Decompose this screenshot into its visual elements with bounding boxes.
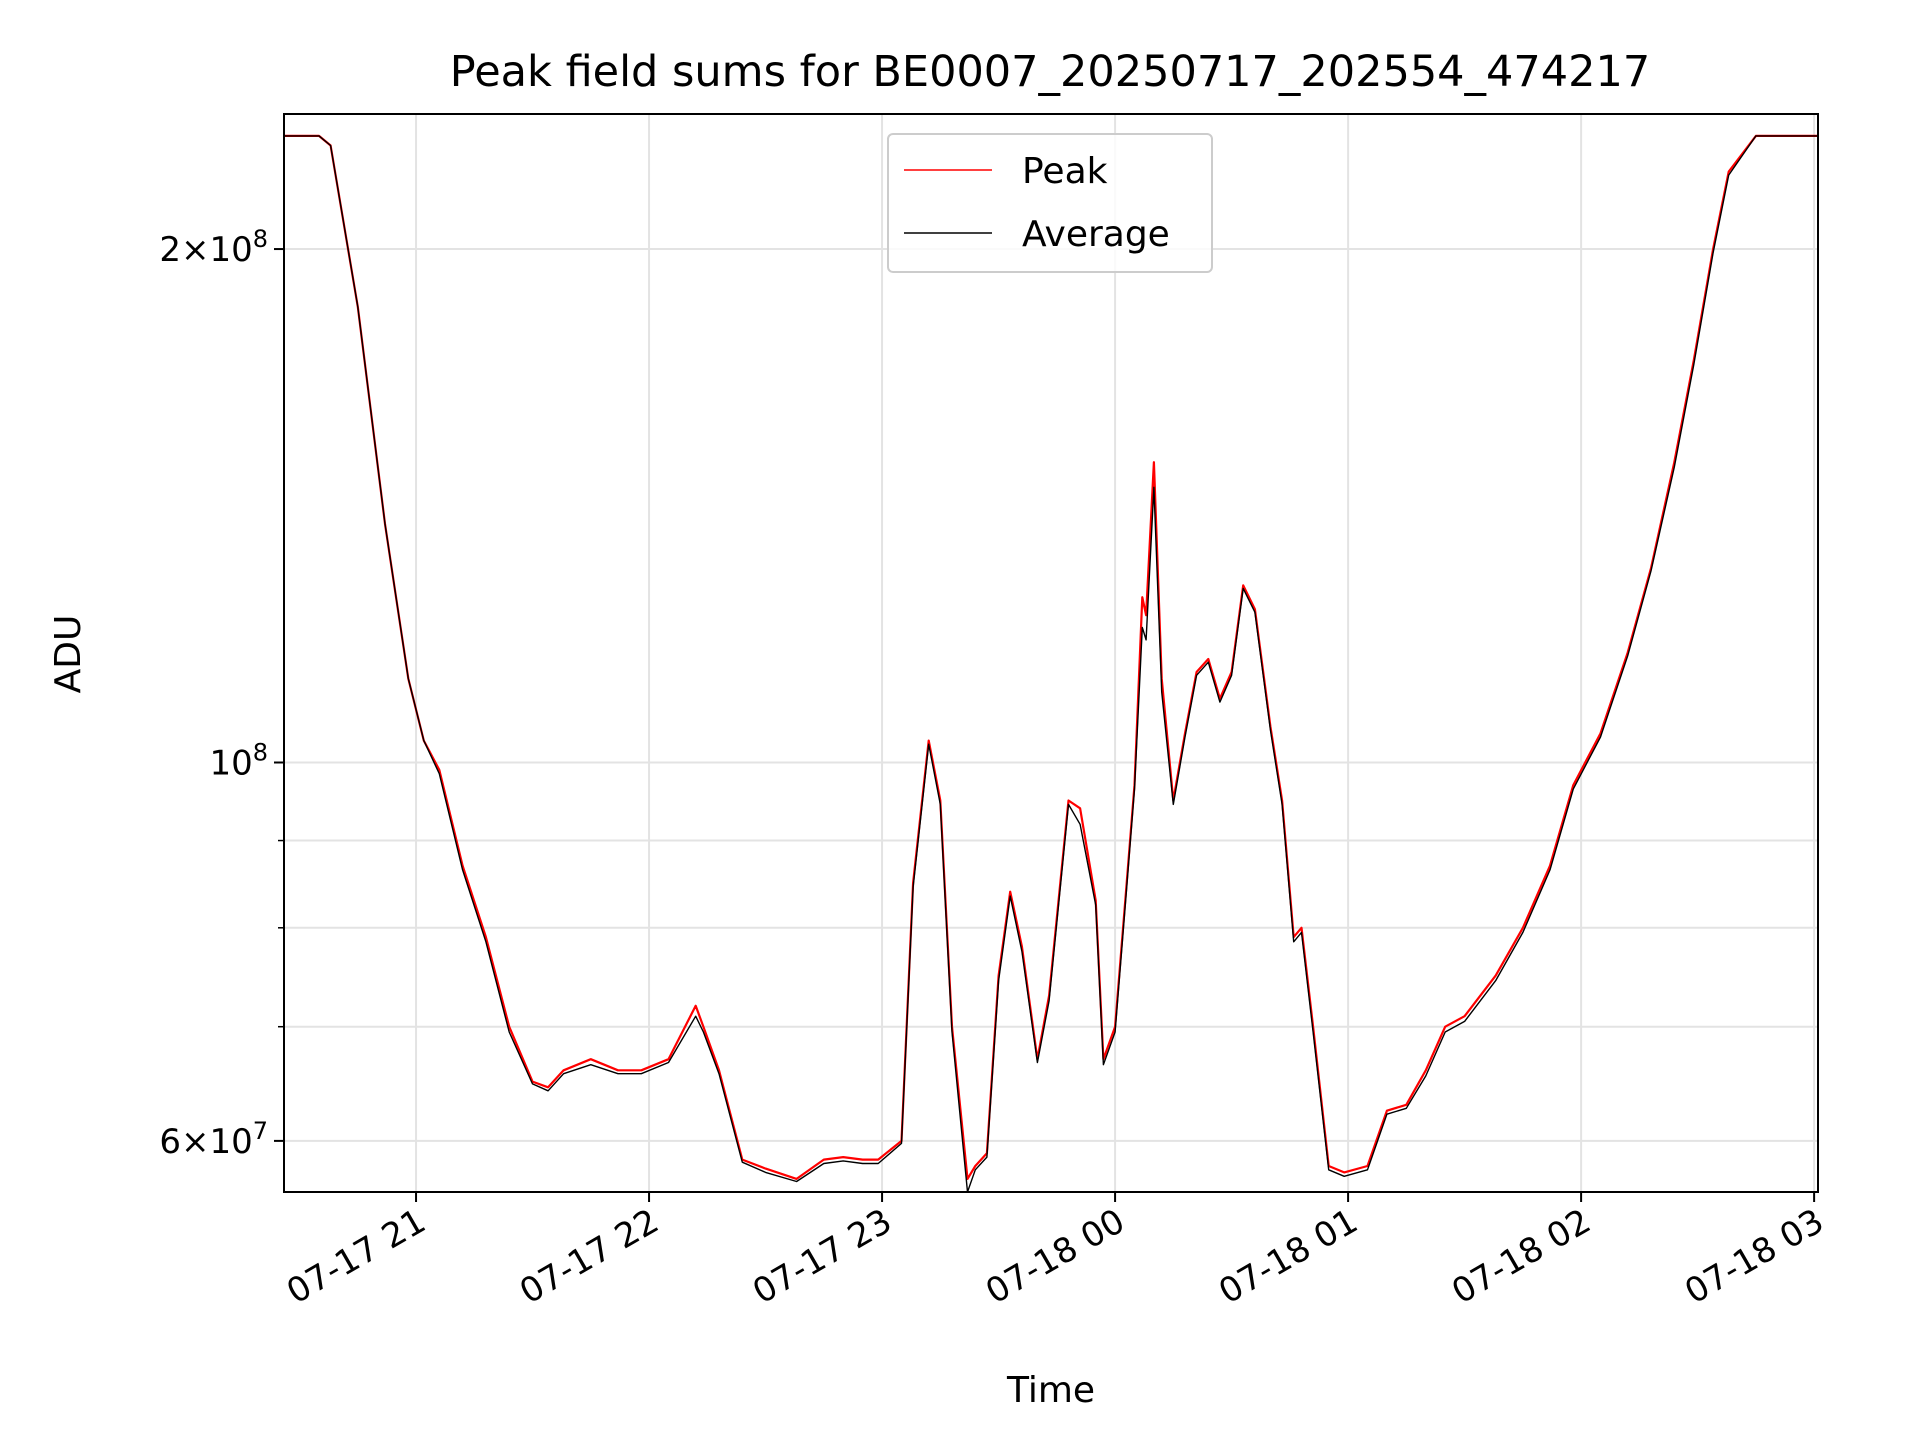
y-tick-label-exponent: 7: [253, 1117, 268, 1145]
series-line-average: [284, 135, 1818, 1192]
grid-layer: [284, 114, 1818, 1192]
y-axis-title: ADU: [48, 615, 89, 694]
y-tick-label: 6×107: [159, 1117, 268, 1162]
y-tick-label: 108: [209, 739, 268, 784]
series-line-peak: [284, 134, 1818, 1181]
x-axis-title: Time: [1006, 1370, 1095, 1411]
y-tick-label-exponent: 8: [253, 225, 268, 253]
y-tick-label-base: 6×10: [159, 1122, 252, 1162]
series-layer: [284, 134, 1818, 1192]
legend: Peak Average: [887, 133, 1213, 273]
y-tick-label-base: 2×10: [159, 230, 252, 270]
chart-title: Peak field sums for BE0007_20250717_2025…: [450, 47, 1650, 97]
legend-label-average: Average: [1022, 214, 1170, 255]
y-tick-label-base: 10: [209, 744, 252, 784]
plot-area-frame: [283, 113, 1819, 1193]
y-tick-label-exponent: 8: [253, 739, 268, 767]
legend-label-peak: Peak: [1022, 151, 1108, 192]
legend-box: [887, 133, 1213, 273]
y-tick-label: 2×108: [159, 225, 268, 270]
